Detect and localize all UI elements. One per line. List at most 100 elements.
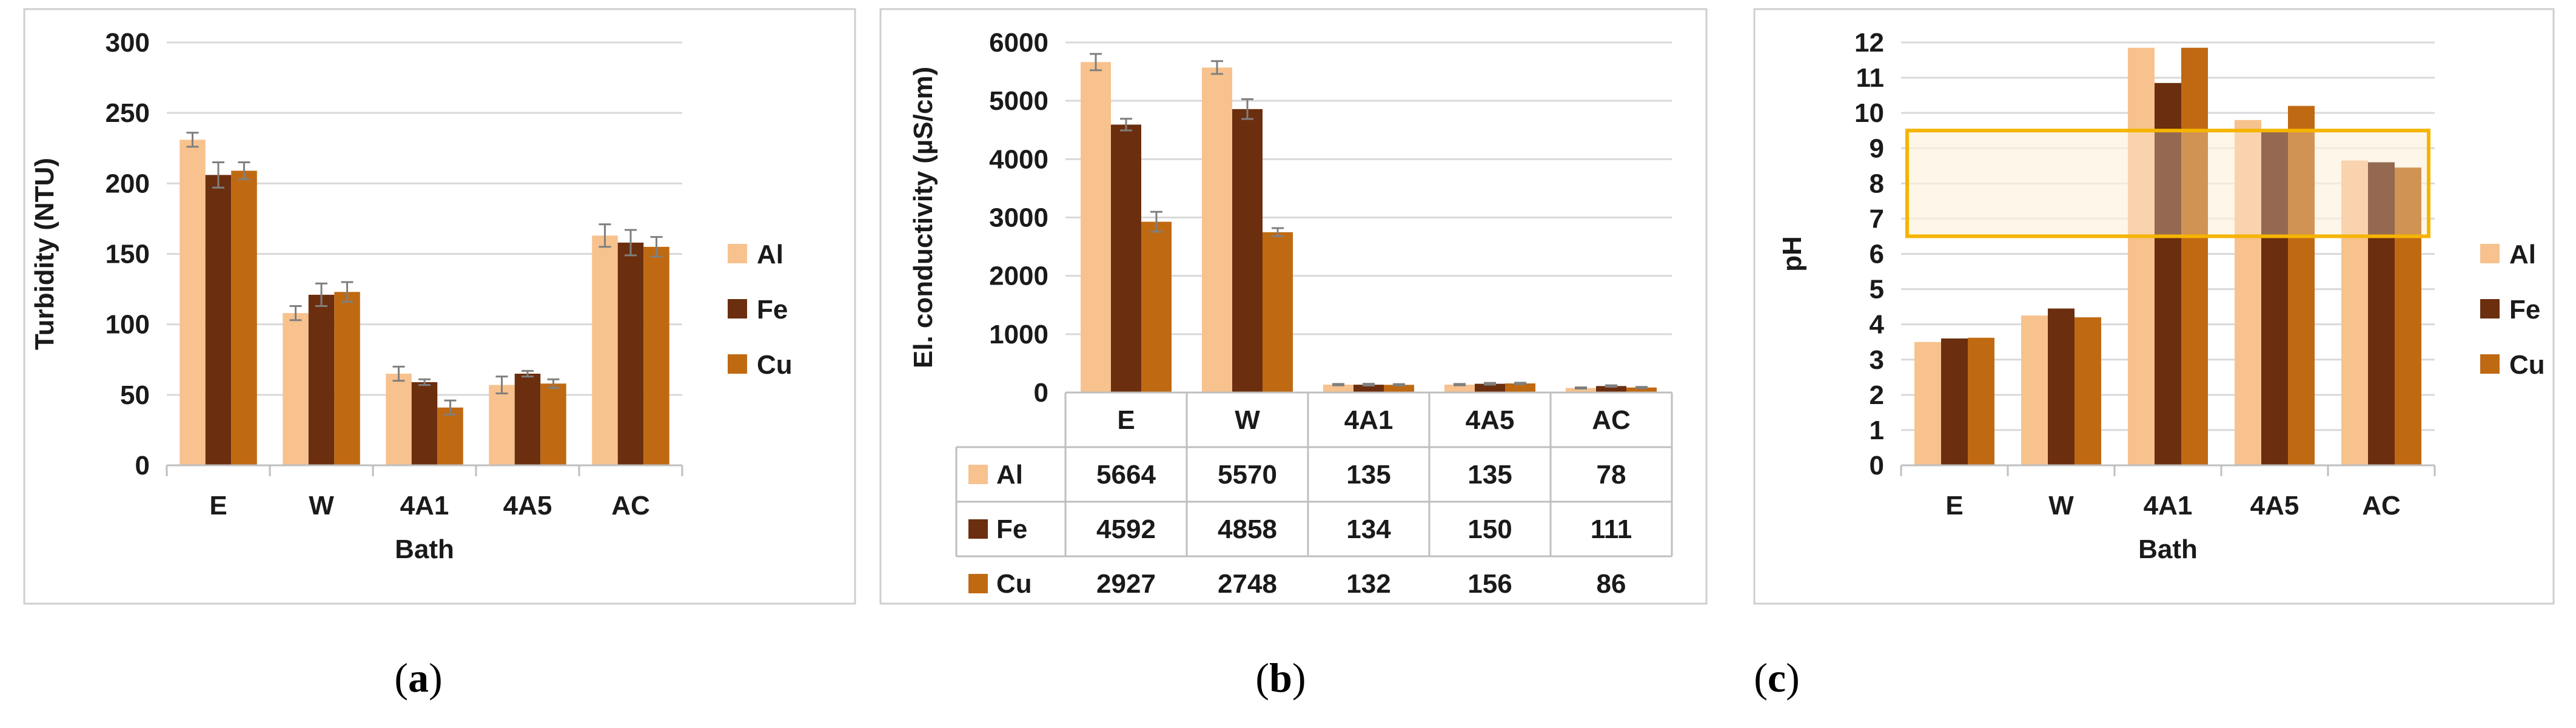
x-tick-label: E <box>1945 491 1963 521</box>
y-tick-label: 7 <box>1870 204 1884 234</box>
data-table: E W 4A1 4A5 AC Al 5664 5570 135 135 78 Fe 4592 4858 13… <box>955 393 1673 599</box>
y-tick-label: 200 <box>106 169 150 198</box>
bar-fe-4a1 <box>1353 385 1384 393</box>
y-tick-label: 6000 <box>989 28 1048 58</box>
bar-al-4a5 <box>489 385 515 465</box>
ph-range-band-outline <box>1905 129 2430 238</box>
y-tick-label: 11 <box>1856 63 1884 93</box>
y-tick-label: 0 <box>1870 451 1884 480</box>
table-cell: 156 <box>1467 569 1512 599</box>
table-cell: 134 <box>1346 514 1391 544</box>
table-header-cell: AC <box>1592 405 1631 435</box>
legend-swatch-cu <box>728 354 747 374</box>
bar-fe-w <box>1232 109 1263 393</box>
bar-fe-4a5 <box>514 373 541 465</box>
bar-cu-4a1 <box>1384 385 1414 393</box>
bar-fe-4a1 <box>2155 83 2181 465</box>
table-header-cell: 4A1 <box>1344 405 1394 435</box>
y-tick-label: 250 <box>106 98 150 128</box>
panel-caption: (b) <box>1255 655 1306 701</box>
y-axis-title: pH <box>1777 236 1807 272</box>
bar-cu-4a1 <box>2181 47 2208 465</box>
panel-caption: (c) <box>1754 655 1800 701</box>
y-tick-label: 3000 <box>989 203 1048 233</box>
bar-al-ac <box>1566 388 1596 393</box>
x-tick-label: W <box>2048 491 2074 521</box>
y-tick-label: 5 <box>1870 275 1884 305</box>
y-tick-label: 0 <box>1034 378 1048 408</box>
caption-open: ( <box>1754 655 1768 701</box>
caption-letter: b <box>1269 655 1292 701</box>
y-tick-label: 150 <box>106 240 150 269</box>
table-header-cell: 4A5 <box>1466 405 1515 435</box>
y-tick-label: 4000 <box>989 144 1048 174</box>
bar-al-4a1 <box>386 373 412 465</box>
y-tick-label: 10 <box>1854 98 1884 128</box>
y-tick-label: 12 <box>1854 28 1884 58</box>
legend-label-al: Al <box>2509 240 2536 269</box>
legend-swatch-fe <box>2480 299 2500 318</box>
bar-al-e <box>179 140 206 465</box>
y-tick-label: 1000 <box>989 320 1048 349</box>
y-tick-label: 50 <box>120 380 150 410</box>
bar-cu-4a5 <box>2288 106 2315 466</box>
chart-panel-a: 0 50 100 150 200 250 300 Turbidity (NTU) E W 4A1 4A… <box>23 8 856 605</box>
bar-cu-e <box>1968 337 1994 465</box>
x-tick-label: AC <box>611 491 650 521</box>
bar-fe-e <box>205 175 232 465</box>
bar-al-w <box>283 313 309 465</box>
legend-swatch-al <box>2480 244 2500 263</box>
bar-cu-ac <box>1626 387 1657 393</box>
x-tick-label: W <box>309 491 334 521</box>
table-cell: 135 <box>1467 460 1512 490</box>
legend-label-al: Al <box>757 240 783 269</box>
y-tick-label: 6 <box>1870 240 1884 269</box>
legend-label-fe: Fe <box>757 295 788 325</box>
bar-fe-ac <box>1596 386 1626 393</box>
y-tick-label: 0 <box>135 451 150 480</box>
table-row-label: Al <box>996 460 1023 490</box>
x-tick-label: E <box>209 491 227 521</box>
y-tick-label: 300 <box>106 28 150 58</box>
bar-al-e <box>1914 342 1941 465</box>
table-cell: 2927 <box>1096 569 1156 599</box>
y-tick-label: 1 <box>1870 416 1884 445</box>
table-cell: 111 <box>1591 514 1632 544</box>
chart-panel-b: 0 1000 2000 3000 4000 5000 6000 El. conductivit… <box>879 8 1708 605</box>
x-tick-label: 4A1 <box>400 491 449 521</box>
x-tick-label: 4A5 <box>503 491 552 521</box>
bar-al-w <box>1202 67 1232 393</box>
legend-label-cu: Cu <box>2509 350 2545 380</box>
x-tick-label: AC <box>2362 491 2401 521</box>
bar-al-ac <box>2341 160 2368 465</box>
bar-fe-4a1 <box>411 382 438 465</box>
table-cell: 5570 <box>1218 460 1277 490</box>
table-cell: 135 <box>1346 460 1390 490</box>
bar-cu-4a5 <box>1505 383 1535 393</box>
y-axis-title: El. conductivity (µS/cm) <box>908 67 938 368</box>
bar-cu-ac <box>643 246 669 465</box>
panel-frame <box>23 8 856 605</box>
caption-letter: a <box>408 655 429 701</box>
bar-fe-w <box>2048 308 2075 465</box>
bar-fe-ac <box>617 242 644 465</box>
bar-al-4a1 <box>2128 47 2155 465</box>
bar-al-e <box>1081 62 1111 393</box>
y-tick-label: 3 <box>1870 345 1884 375</box>
caption-open: ( <box>394 655 408 701</box>
table-cell: 5664 <box>1096 460 1156 490</box>
legend-swatch-cu <box>2480 354 2500 374</box>
bar-fe-e <box>1111 124 1141 393</box>
table-cell: 2748 <box>1218 569 1277 599</box>
table-cell: 132 <box>1346 569 1390 599</box>
y-tick-label: 100 <box>106 310 150 340</box>
bar-cu-w <box>334 292 360 465</box>
bar-fe-e <box>1941 338 1968 465</box>
legend-label-fe: Fe <box>2509 295 2540 325</box>
y-tick-label: 4 <box>1870 310 1885 340</box>
x-tick-label: 4A5 <box>2250 491 2299 521</box>
bar-cu-e <box>1141 221 1172 393</box>
bar-cu-4a1 <box>437 407 463 465</box>
x-tick-label: 4A1 <box>2144 491 2193 521</box>
